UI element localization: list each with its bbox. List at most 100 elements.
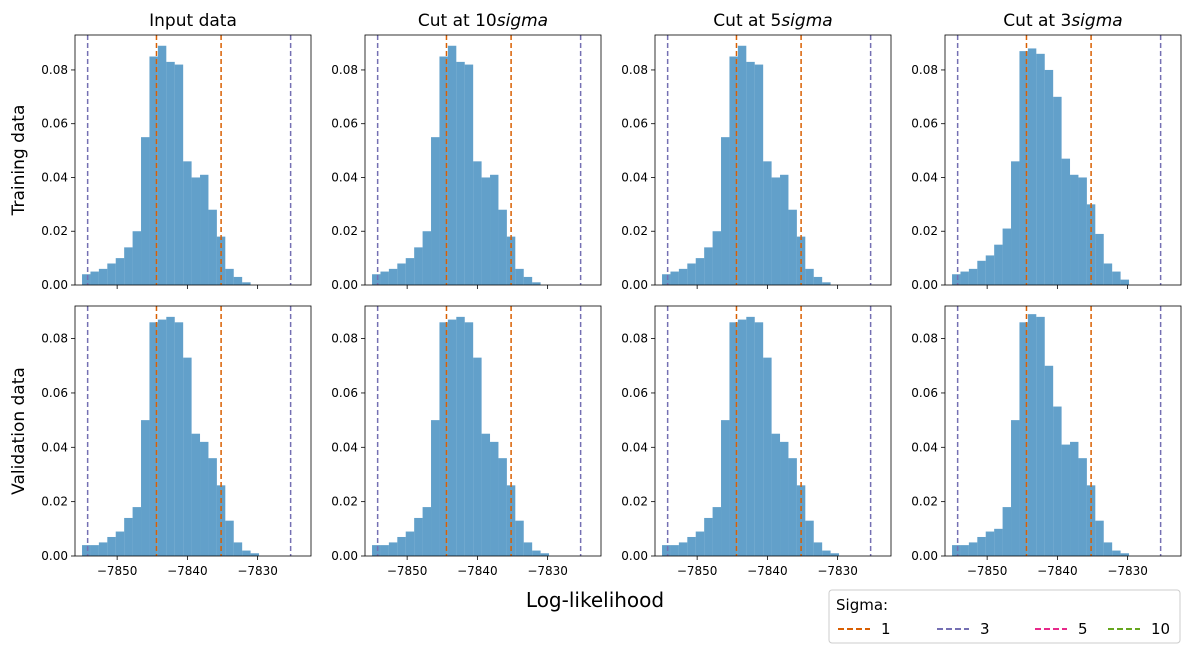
y-tick-label: 0.00 bbox=[41, 278, 68, 292]
histogram-bar bbox=[523, 542, 533, 556]
x-tick-label: −7830 bbox=[237, 564, 278, 578]
histogram-bar bbox=[1002, 228, 1012, 285]
x-tick-label: −7850 bbox=[97, 564, 138, 578]
histogram-bar bbox=[82, 274, 91, 285]
histogram-bar bbox=[431, 420, 440, 556]
y-tick-label: 0.04 bbox=[621, 170, 648, 184]
histogram-bar bbox=[439, 322, 448, 556]
y-tick-label: 0.00 bbox=[621, 549, 648, 563]
histogram-bar bbox=[662, 545, 671, 556]
histogram-bar bbox=[200, 174, 209, 285]
histogram-bar bbox=[985, 531, 995, 556]
histogram-bar bbox=[712, 507, 722, 556]
histogram-bar bbox=[141, 137, 150, 285]
histogram-bar bbox=[473, 161, 482, 285]
y-tick-label: 0.08 bbox=[911, 332, 938, 346]
y-tick-label: 0.00 bbox=[911, 549, 938, 563]
y-tick-label: 0.04 bbox=[621, 440, 648, 454]
histogram-bar bbox=[1044, 365, 1054, 556]
y-tick-label: 0.06 bbox=[621, 386, 648, 400]
legend-item: 3 bbox=[937, 620, 990, 638]
histogram-bar bbox=[687, 536, 696, 556]
y-tick-label: 0.00 bbox=[911, 278, 938, 292]
panel-title: Cut at 3sigma bbox=[1003, 11, 1122, 31]
row-label: Training data bbox=[9, 105, 29, 217]
y-tick-label: 0.00 bbox=[331, 549, 358, 563]
histogram-bar bbox=[952, 545, 961, 556]
legend-label: 5 bbox=[1078, 620, 1088, 638]
y-tick-label: 0.08 bbox=[621, 332, 648, 346]
histogram-bar bbox=[431, 137, 440, 285]
y-tick-label: 0.04 bbox=[41, 170, 68, 184]
histogram-bar bbox=[481, 433, 491, 556]
histogram-bar bbox=[1027, 48, 1037, 286]
histogram-bar bbox=[464, 64, 474, 286]
histogram-bar bbox=[1070, 441, 1079, 556]
x-tick-label: −7840 bbox=[1037, 564, 1078, 578]
histogram-bar bbox=[447, 319, 457, 556]
axes-frame bbox=[654, 305, 892, 557]
axes-frame bbox=[364, 305, 602, 557]
histogram-bar bbox=[754, 64, 764, 286]
panel-0-2: 0.00 0.02 0.04 0.06 0.08 Cut at 5sigma bbox=[621, 11, 892, 292]
histogram-bar bbox=[977, 536, 986, 556]
histogram-bar bbox=[763, 161, 772, 285]
y-tick-label: 0.02 bbox=[621, 495, 648, 509]
histogram-bar bbox=[737, 45, 747, 286]
histogram-bar bbox=[1044, 69, 1054, 286]
histogram-bar bbox=[166, 61, 175, 286]
histogram-bar bbox=[490, 441, 499, 556]
histogram-bar bbox=[422, 507, 432, 556]
y-tick-label: 0.06 bbox=[621, 117, 648, 131]
histogram-bar bbox=[98, 542, 108, 556]
histogram-bar bbox=[405, 531, 415, 556]
histogram-bar bbox=[952, 274, 961, 285]
histogram-bar bbox=[771, 433, 781, 556]
histogram-bar bbox=[166, 316, 175, 556]
histogram-bar bbox=[515, 520, 524, 556]
y-tick-label: 0.00 bbox=[331, 278, 358, 292]
histogram-bar bbox=[994, 244, 1003, 285]
y-tick-label: 0.06 bbox=[331, 117, 358, 131]
x-tick-label: −7840 bbox=[167, 564, 208, 578]
histogram-bar bbox=[464, 322, 474, 556]
x-tick-label: −7840 bbox=[747, 564, 788, 578]
y-tick-label: 0.00 bbox=[41, 549, 68, 563]
y-tick-label: 0.06 bbox=[41, 117, 68, 131]
histogram-bar bbox=[397, 263, 406, 285]
axes-frame bbox=[364, 34, 602, 286]
histogram-bar bbox=[174, 322, 184, 556]
y-tick-label: 0.02 bbox=[41, 495, 68, 509]
y-tick-label: 0.02 bbox=[911, 495, 938, 509]
histogram-bar bbox=[1019, 51, 1028, 286]
histogram-bar bbox=[704, 517, 713, 556]
histogram-bar bbox=[447, 45, 457, 286]
histogram-bar bbox=[1078, 458, 1087, 556]
histogram-bar bbox=[1011, 420, 1020, 556]
histogram-bar bbox=[490, 174, 499, 285]
histogram-bar bbox=[1078, 177, 1087, 285]
x-axis-label: Log-likelihood bbox=[526, 588, 664, 612]
histogram-bar bbox=[191, 177, 201, 285]
histogram-bar bbox=[456, 61, 465, 286]
histogram-bar bbox=[82, 545, 91, 556]
histogram-bar bbox=[687, 263, 696, 285]
panel-1-3: 0.00 0.02 0.04 0.06 0.08 −7850 −7840 −7830 bbox=[911, 305, 1182, 578]
y-tick-label: 0.04 bbox=[331, 170, 358, 184]
y-tick-label: 0.06 bbox=[911, 117, 938, 131]
histogram-bar bbox=[397, 536, 406, 556]
panel-title: Input data bbox=[149, 11, 237, 31]
legend-label: 1 bbox=[881, 620, 891, 638]
histogram-bar bbox=[1112, 550, 1121, 556]
axes-frame bbox=[654, 34, 892, 286]
y-tick-label: 0.08 bbox=[331, 332, 358, 346]
histogram-bar bbox=[242, 282, 251, 285]
y-tick-label: 0.08 bbox=[41, 332, 68, 346]
histogram-bar bbox=[721, 420, 730, 556]
x-tick-label: −7830 bbox=[1107, 564, 1148, 578]
histogram-bar bbox=[414, 247, 423, 285]
histogram-bar bbox=[1053, 96, 1062, 285]
histogram-bar bbox=[473, 357, 482, 556]
histogram-bar bbox=[456, 316, 465, 556]
histogram-bar bbox=[132, 231, 142, 285]
